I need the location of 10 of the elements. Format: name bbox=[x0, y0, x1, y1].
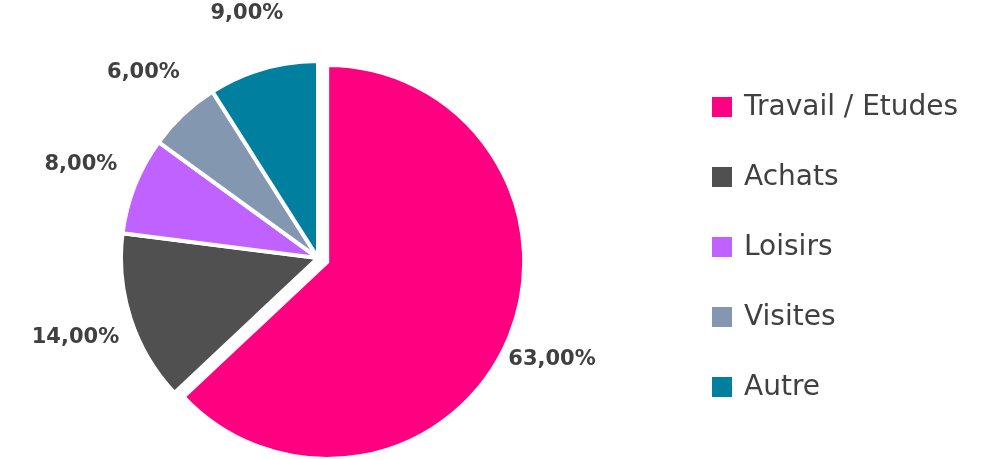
legend-label: Loisirs bbox=[744, 229, 833, 262]
data-label: 9,00% bbox=[210, 0, 284, 25]
data-label: 63,00% bbox=[508, 346, 596, 371]
legend-label: Autre bbox=[744, 369, 821, 402]
legend-label: Travail / Etudes bbox=[743, 89, 959, 122]
data-label: 6,00% bbox=[107, 59, 180, 84]
data-label: 14,00% bbox=[31, 323, 120, 348]
data-label: 8,00% bbox=[44, 151, 118, 176]
legend-label: Achats bbox=[744, 159, 839, 192]
legend-label: Visites bbox=[744, 299, 836, 332]
